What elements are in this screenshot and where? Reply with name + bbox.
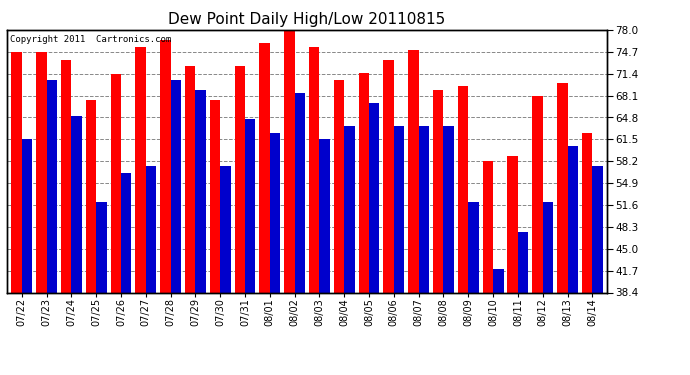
Bar xyxy=(146,166,156,292)
Bar xyxy=(592,166,603,292)
Bar xyxy=(493,268,504,292)
Bar xyxy=(284,30,295,292)
Bar xyxy=(369,103,380,292)
Bar xyxy=(210,100,220,292)
Bar xyxy=(170,80,181,292)
Bar xyxy=(11,52,22,292)
Bar xyxy=(135,46,146,292)
Bar xyxy=(22,140,32,292)
Bar xyxy=(220,166,230,292)
Title: Dew Point Daily High/Low 20110815: Dew Point Daily High/Low 20110815 xyxy=(168,12,446,27)
Bar xyxy=(567,146,578,292)
Bar xyxy=(319,140,330,292)
Bar xyxy=(557,83,567,292)
Bar xyxy=(518,232,529,292)
Bar xyxy=(532,96,543,292)
Bar xyxy=(47,80,57,292)
Bar xyxy=(86,100,96,292)
Bar xyxy=(71,116,82,292)
Bar xyxy=(295,93,305,292)
Bar xyxy=(483,161,493,292)
Bar xyxy=(419,126,429,292)
Bar xyxy=(259,43,270,292)
Bar xyxy=(507,156,518,292)
Bar xyxy=(96,202,107,292)
Bar xyxy=(458,86,469,292)
Bar xyxy=(61,60,71,292)
Bar xyxy=(433,90,444,292)
Bar xyxy=(235,66,245,292)
Text: Copyright 2011  Cartronics.com: Copyright 2011 Cartronics.com xyxy=(10,35,171,44)
Bar xyxy=(543,202,553,292)
Bar xyxy=(359,73,369,292)
Bar xyxy=(195,90,206,292)
Bar xyxy=(444,126,454,292)
Bar xyxy=(309,46,319,292)
Bar xyxy=(110,74,121,292)
Bar xyxy=(121,172,131,292)
Bar xyxy=(408,50,419,292)
Bar xyxy=(185,66,195,292)
Bar xyxy=(469,202,479,292)
Bar xyxy=(344,126,355,292)
Bar xyxy=(270,133,280,292)
Bar xyxy=(36,52,47,292)
Bar xyxy=(160,40,170,292)
Bar xyxy=(245,120,255,292)
Bar xyxy=(384,60,394,292)
Bar xyxy=(334,80,344,292)
Bar xyxy=(582,133,592,292)
Bar xyxy=(394,126,404,292)
